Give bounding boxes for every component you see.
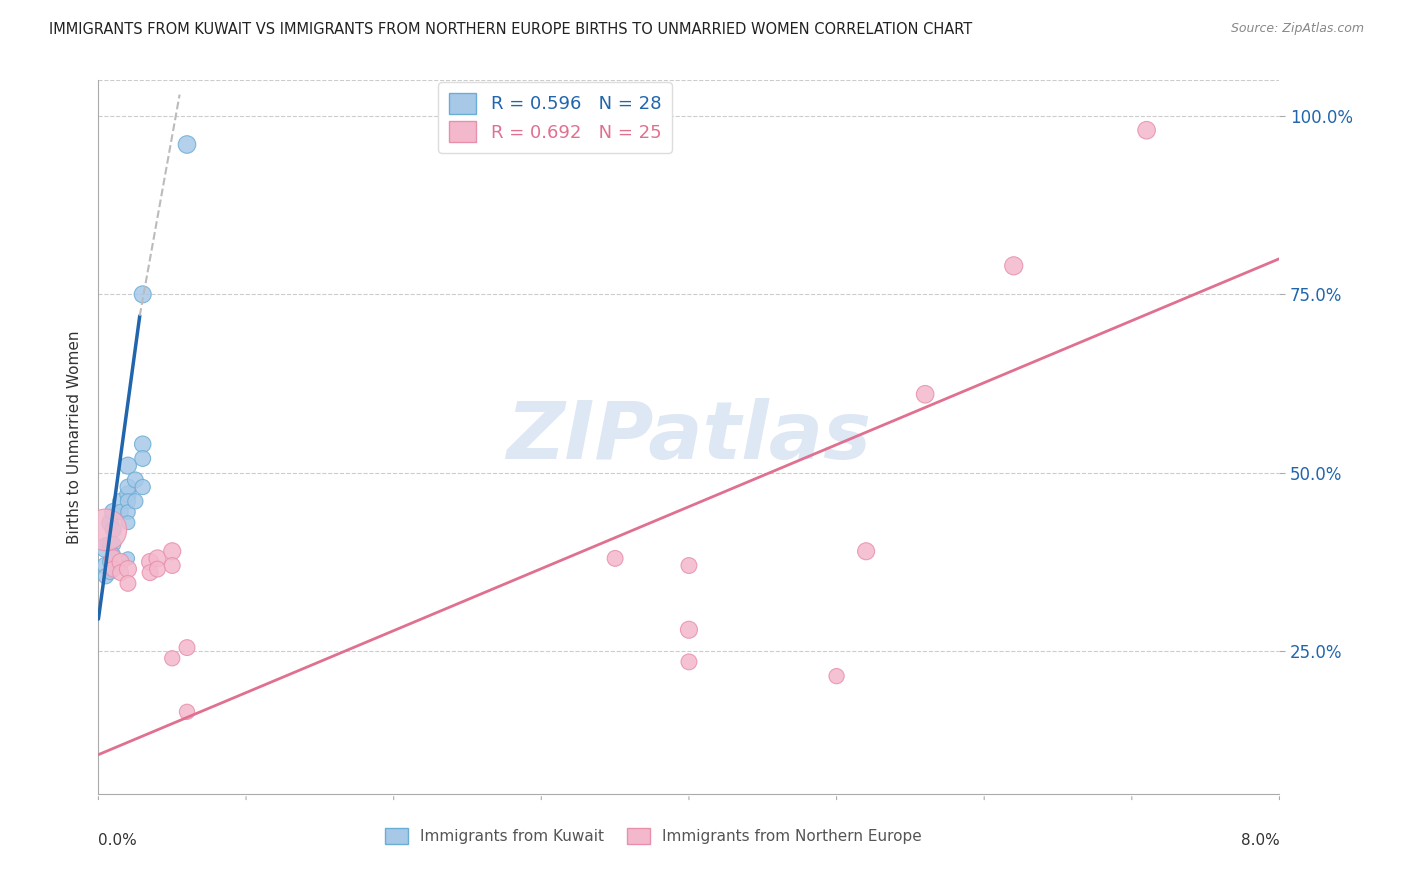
Point [94, 569, 117, 583]
Point [1136, 123, 1159, 137]
Point [139, 566, 162, 580]
Point [98, 555, 121, 569]
Point [110, 505, 132, 519]
Point [855, 544, 877, 558]
Point [605, 551, 627, 566]
Point [117, 458, 139, 473]
Point [132, 287, 155, 301]
Point [132, 480, 155, 494]
Point [94, 541, 117, 555]
Point [103, 551, 125, 566]
Point [146, 562, 169, 576]
Point [110, 555, 132, 569]
Point [94, 558, 117, 573]
Point [176, 640, 198, 655]
Point [678, 558, 700, 573]
Point [139, 555, 162, 569]
Point [132, 437, 155, 451]
Point [98, 516, 121, 530]
Point [103, 548, 125, 562]
Point [162, 651, 183, 665]
Point [117, 576, 139, 591]
Point [117, 516, 139, 530]
Point [110, 494, 132, 508]
Point [117, 480, 139, 494]
Text: 8.0%: 8.0% [1240, 833, 1279, 848]
Point [132, 451, 155, 466]
Text: ZIPatlas: ZIPatlas [506, 398, 872, 476]
Point [176, 137, 198, 152]
Point [103, 562, 125, 576]
Point [117, 494, 139, 508]
Point [117, 487, 139, 501]
Text: 0.0%: 0.0% [98, 833, 138, 848]
Point [678, 623, 700, 637]
Point [98, 566, 121, 580]
Text: Source: ZipAtlas.com: Source: ZipAtlas.com [1230, 22, 1364, 36]
Point [678, 655, 700, 669]
Point [1002, 259, 1025, 273]
Point [124, 473, 146, 487]
Point [103, 562, 125, 576]
Point [103, 537, 125, 551]
Y-axis label: Births to Unmarried Women: Births to Unmarried Women [66, 330, 82, 544]
Point [103, 505, 125, 519]
Point [98, 537, 121, 551]
Point [825, 669, 848, 683]
Point [103, 523, 125, 537]
Point [162, 558, 183, 573]
Point [117, 505, 139, 519]
Legend: Immigrants from Kuwait, Immigrants from Northern Europe: Immigrants from Kuwait, Immigrants from … [380, 822, 928, 850]
Point [110, 566, 132, 580]
Point [146, 551, 169, 566]
Point [117, 551, 139, 566]
Point [914, 387, 936, 401]
Point [94, 523, 117, 537]
Point [176, 705, 198, 719]
Text: IMMIGRANTS FROM KUWAIT VS IMMIGRANTS FROM NORTHERN EUROPE BIRTHS TO UNMARRIED WO: IMMIGRANTS FROM KUWAIT VS IMMIGRANTS FRO… [49, 22, 973, 37]
Point [117, 562, 139, 576]
Point [162, 544, 183, 558]
Point [124, 494, 146, 508]
